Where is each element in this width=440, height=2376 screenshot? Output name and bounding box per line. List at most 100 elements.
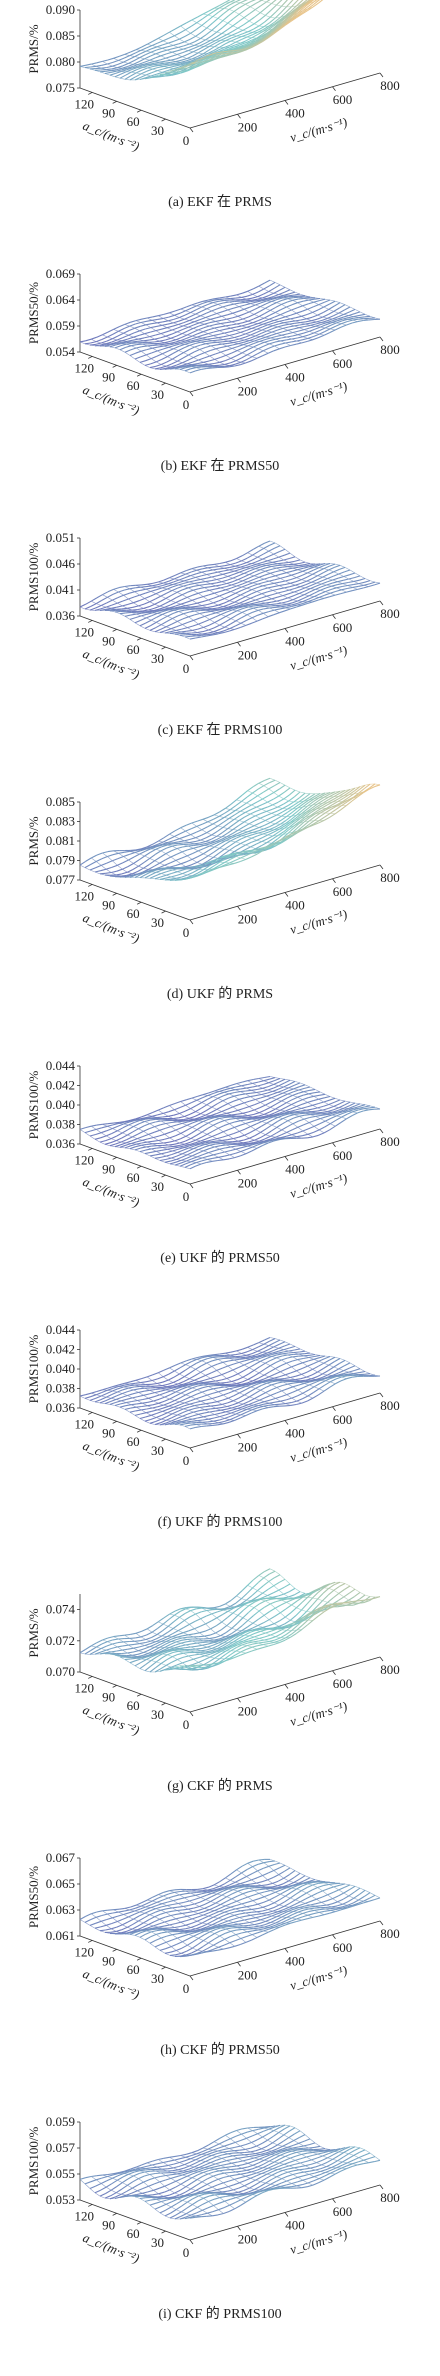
surface-line (329, 300, 336, 305)
y-tick-label: 90 (102, 105, 115, 120)
surface-line (303, 299, 309, 302)
surface-line (157, 350, 163, 355)
surface-line (294, 559, 301, 562)
surface-line (332, 579, 338, 582)
surface-line (215, 351, 222, 355)
surface-line (166, 358, 173, 363)
surface-line (171, 360, 178, 365)
surface-line (168, 840, 174, 843)
surface-line (163, 64, 170, 67)
surface-line (219, 299, 225, 301)
surface-line (247, 607, 254, 611)
surface-line (273, 551, 280, 555)
surface-line (263, 1082, 269, 1086)
surface-line (169, 310, 176, 314)
surface-line (359, 784, 366, 787)
surface-line (148, 342, 154, 344)
surface-line (266, 808, 273, 812)
surface-line (274, 340, 281, 343)
surface-line (117, 65, 124, 69)
surface-line (319, 812, 326, 818)
surface-line (133, 330, 140, 334)
surface-line (162, 346, 169, 350)
surface-line (133, 600, 140, 604)
y-tick (161, 646, 166, 650)
surface-line (291, 16, 297, 20)
y-tick-label: 90 (102, 897, 115, 912)
surface-line (215, 612, 221, 615)
surface-line (195, 577, 201, 580)
surface-line (246, 802, 252, 806)
surface-line (188, 321, 195, 325)
surface-line (208, 327, 215, 331)
surface-line (173, 45, 179, 48)
surface-line (288, 587, 295, 591)
surface-line (287, 331, 294, 335)
surface-line (298, 565, 304, 567)
surface-line (170, 71, 177, 74)
surface-line (184, 1108, 191, 1112)
surface-line (241, 552, 248, 557)
surface-line (219, 362, 225, 365)
surface-line (191, 304, 197, 307)
y-tick-label: 60 (127, 906, 140, 921)
surface-line (228, 301, 235, 305)
surface-line (281, 0, 288, 7)
surface-line (214, 858, 221, 863)
surface-line (149, 365, 156, 369)
surface-line (325, 808, 332, 814)
surface-line (156, 324, 163, 327)
surface-line (277, 831, 284, 836)
panel-caption: (c) EKF 在 PRMS100 (158, 722, 283, 738)
surface-line (226, 345, 233, 349)
surface-line (236, 585, 242, 588)
surface-line (207, 869, 213, 873)
z-tick-label: 0.036 (46, 1136, 76, 1151)
surface-line (270, 814, 277, 819)
surface-line (248, 571, 255, 575)
surface-line (321, 577, 328, 582)
surface-line (204, 583, 211, 586)
surface-line (247, 28, 254, 33)
surface-line (236, 799, 242, 802)
surface-line (188, 587, 194, 591)
surface-line (191, 336, 198, 340)
surface-line (328, 309, 334, 312)
surface-line (319, 298, 326, 300)
surface-line (276, 811, 283, 816)
surface-line (196, 337, 203, 341)
surface-line (296, 813, 302, 816)
surface-line (222, 340, 229, 343)
surface-line (268, 788, 274, 793)
surface-line (262, 587, 269, 591)
surface-line (259, 602, 266, 605)
surface-line (275, 569, 282, 573)
surface-line (297, 806, 303, 809)
surface-line (312, 312, 318, 316)
surface-line (307, 601, 314, 605)
surface-line (308, 328, 315, 332)
surface-line (260, 815, 267, 819)
surface-line (310, 585, 317, 590)
surface-line (281, 808, 288, 813)
y-tick (112, 364, 117, 368)
surface-line (144, 625, 151, 629)
surface-line (287, 297, 294, 300)
surface-line (209, 324, 216, 327)
surface-line (374, 581, 381, 584)
surface-line (183, 48, 189, 51)
surface-line (230, 837, 237, 842)
surface-line (186, 855, 193, 860)
surface-line (228, 46, 235, 50)
surface-line (185, 338, 192, 342)
surface-line (331, 805, 337, 808)
surface-line (139, 330, 145, 334)
surface-line (247, 31, 253, 33)
surface-line (235, 1085, 242, 1088)
surface-line (151, 869, 157, 873)
surface-line (210, 344, 217, 347)
surface-line (302, 5, 309, 12)
surface-line (234, 49, 241, 52)
surface-line (301, 572, 308, 576)
surface-line (292, 298, 299, 301)
